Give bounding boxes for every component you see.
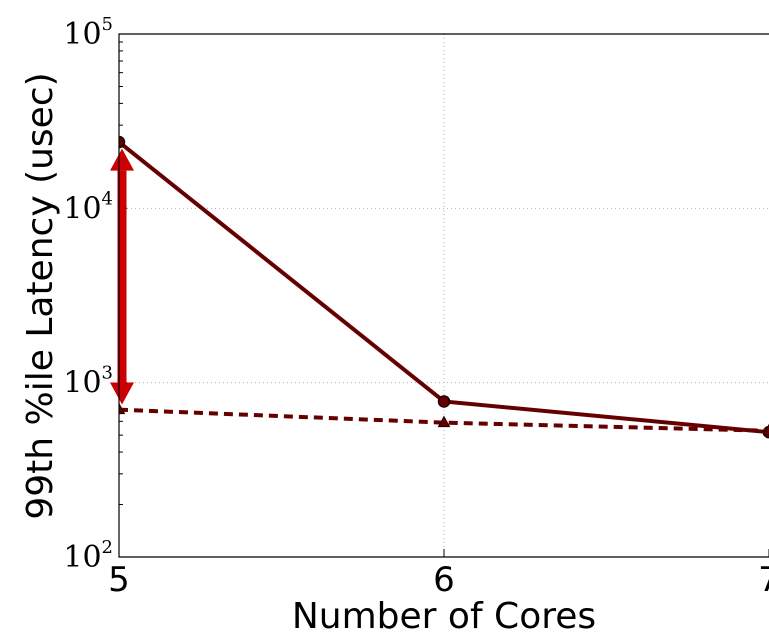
y-axis-title: 99th %ile Latency (usec) <box>20 72 61 519</box>
grid <box>119 34 769 557</box>
x-axis-title: Number of Cores <box>292 596 596 634</box>
annotation-group <box>110 148 134 405</box>
y-tick-labels: 102 103 104 105 <box>63 14 113 575</box>
x-tick-label: 7 <box>758 560 769 600</box>
data-point-circle <box>119 135 126 149</box>
data-point-circle <box>437 395 451 408</box>
data-point-triangle <box>119 402 126 415</box>
y-tick-label: 104 <box>63 188 113 226</box>
data-point-triangle <box>762 423 769 436</box>
x-tick-label: 5 <box>108 560 130 600</box>
y-tick-label: 102 <box>63 537 113 575</box>
axes-frame <box>118 33 769 558</box>
series-line-solid <box>119 140 769 435</box>
x-tick-labels: 5 6 7 <box>108 560 769 600</box>
double-arrow-head-bottom <box>110 382 134 405</box>
x-tick-label: 6 <box>433 560 455 600</box>
series-line-dashed <box>119 407 769 433</box>
data-point-triangle <box>437 415 451 428</box>
y-tick-label: 105 <box>63 14 113 52</box>
double-arrow-head-top <box>110 148 134 171</box>
series-group <box>119 135 769 439</box>
y-tick-label: 103 <box>63 363 113 401</box>
